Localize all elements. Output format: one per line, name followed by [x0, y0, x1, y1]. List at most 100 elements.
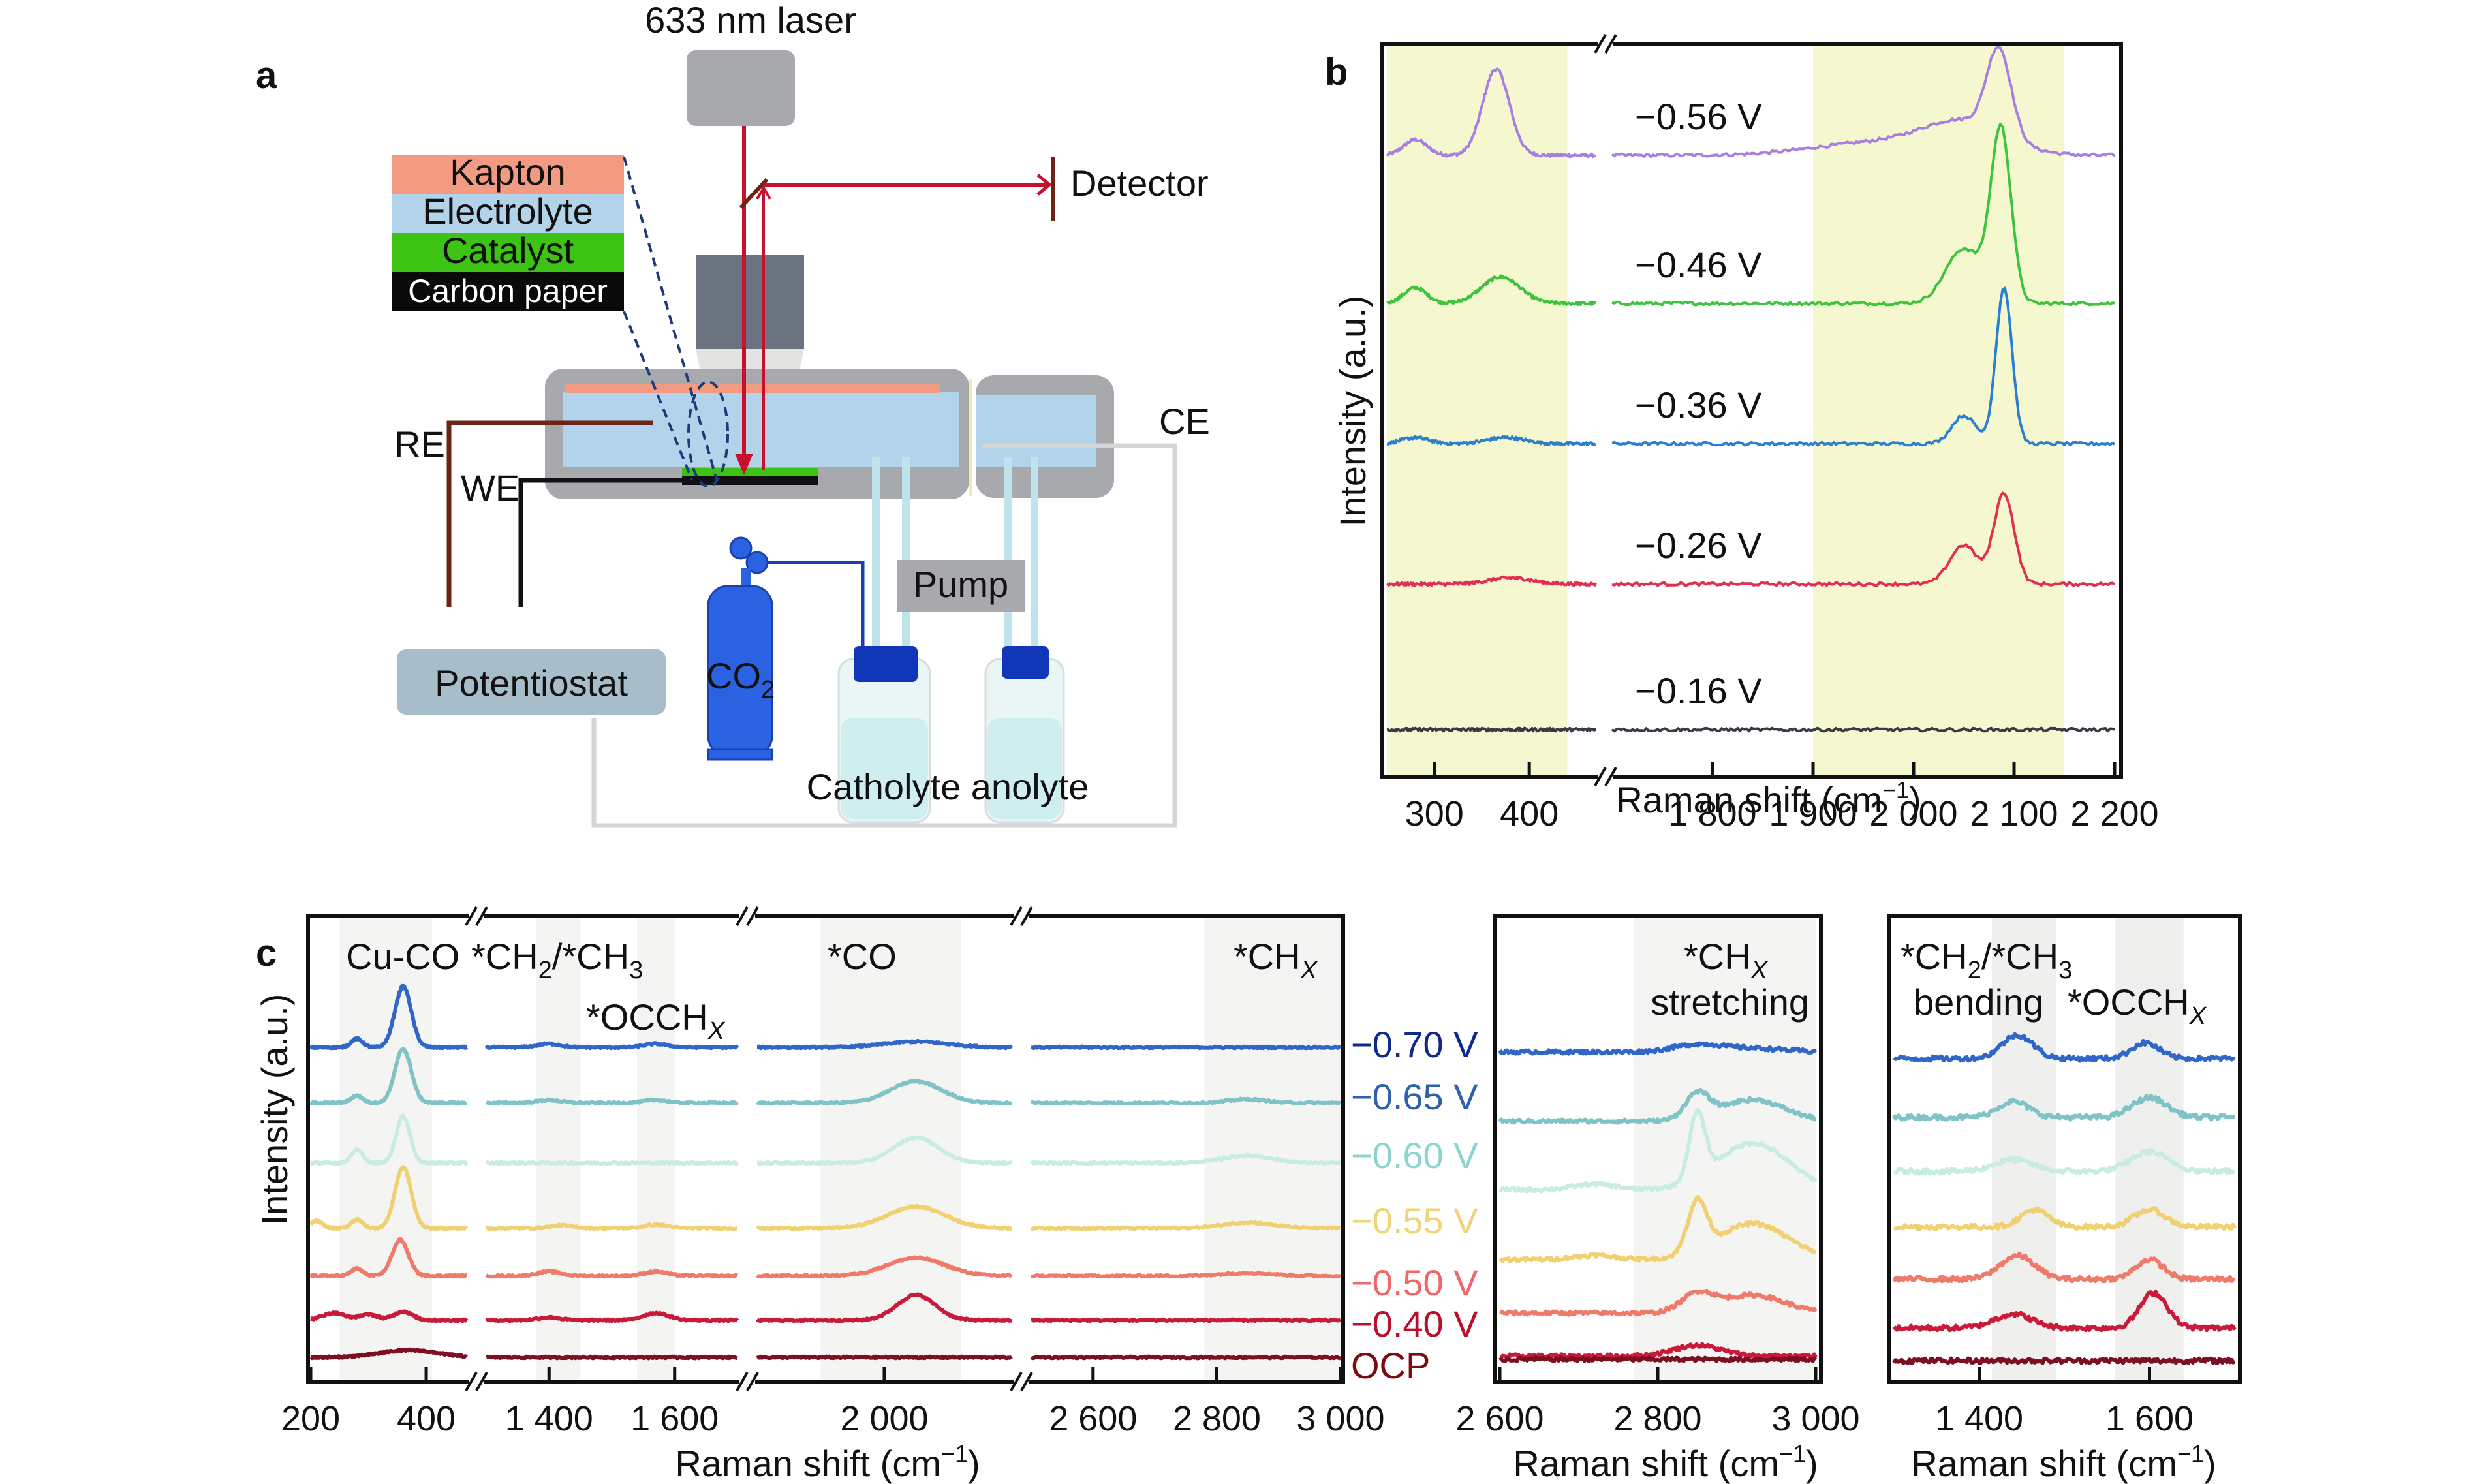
- b-plot-area: −0.56 V −0.46 V −0.36 V −0.26 V −0.16 V 300 40…: [1380, 34, 2159, 833]
- t17: Raman shift (cm: [675, 1443, 941, 1484]
- c-main-series-line: [1031, 1220, 1342, 1231]
- c-main-series-line: [756, 1292, 1013, 1323]
- c-main-axis-break-mark: [746, 1372, 759, 1391]
- b-highlight-region: [1813, 46, 2064, 775]
- cell-electrolyte: [563, 392, 959, 467]
- b-series-line: [1386, 726, 1597, 733]
- c-main-series-line: [484, 1160, 739, 1166]
- c-bend-plot-area: 1 400 1 600: [1887, 914, 2242, 1438]
- c-main-series-line: [485, 1269, 739, 1279]
- b-axis-break-mark: [1594, 34, 1607, 54]
- t16: X: [2189, 1002, 2207, 1030]
- panel-b-chart: b Intensity (a.u.) −0.56 V −0.46 V −0.36 V…: [1325, 34, 2159, 833]
- c-stretch-series-line: [1499, 1342, 1818, 1360]
- b-series-label: −0.46 V: [1635, 244, 1762, 285]
- panel-letter-c: c: [256, 932, 277, 974]
- c-main-x-tick-label: 1 400: [505, 1399, 593, 1438]
- c-main-x-tick-label: 2 000: [840, 1399, 928, 1438]
- potentiostat-box: [397, 649, 666, 715]
- cell-kapton: [565, 384, 940, 393]
- t3: /*CH: [552, 936, 629, 977]
- b-x-tick-label: 400: [1500, 794, 1559, 833]
- b-series-line: [1386, 575, 1597, 587]
- panel-letter-b: b: [1325, 51, 1348, 93]
- c-main-highlight-region: [536, 918, 581, 1380]
- c-main-series-line: [485, 1097, 739, 1106]
- annot-stretching: stretching: [1651, 982, 1809, 1023]
- c-main-series-line: [484, 1041, 739, 1051]
- b-x-tick-label: 1 900: [1769, 794, 1857, 833]
- counter-electrode-wire: [591, 443, 1177, 828]
- t7: *CH: [1234, 936, 1301, 977]
- panel-a-setup-diagram: a 633 nm laser Kapton Electrolyte Cataly…: [256, 0, 1210, 828]
- b-x-tick-label: 2 000: [1869, 794, 1957, 833]
- c-main-axis-break-mark: [1010, 1372, 1023, 1391]
- c-main-series-line: [309, 1237, 468, 1279]
- c-main-series-line: [756, 1203, 1013, 1231]
- c-main-series-line: [1031, 1317, 1342, 1323]
- t12: 2: [1968, 957, 1981, 984]
- c-main-series-line: [756, 1038, 1014, 1051]
- we-label: WE: [461, 467, 520, 508]
- c-voltage-label: OCP: [1351, 1345, 1430, 1386]
- layer-electrolyte: [392, 194, 624, 233]
- c-main-frame: [306, 914, 1345, 1384]
- c-main-series-line: [309, 1165, 468, 1231]
- c-main-axis-break-mark: [736, 1372, 749, 1391]
- annot-cu-co: Cu-CO: [346, 936, 459, 977]
- potentiostat-label: Potentiostat: [435, 662, 628, 703]
- c-stretch-series-line: [1498, 1107, 1818, 1194]
- layer-label-catalyst: Catalyst: [442, 230, 574, 271]
- catholyte-cap: [854, 646, 918, 682]
- c-main-series-line: [485, 1354, 739, 1361]
- detector-label: Detector: [1070, 162, 1209, 204]
- layer-carbon-paper: [392, 272, 624, 311]
- b-series-line: [1386, 274, 1597, 307]
- b-axis-break-mark: [1594, 767, 1607, 786]
- b-series-line: [1386, 67, 1597, 159]
- c-main-series-line: [1030, 1096, 1342, 1106]
- c-bend-series-line: [1893, 1148, 2236, 1176]
- c-bend-series-line: [1893, 1032, 2235, 1063]
- c-main-series-line: [1029, 1152, 1342, 1166]
- c-main-axis-break-mark: [1020, 906, 1033, 926]
- c-stretch-series-line: [1498, 1355, 1818, 1363]
- b-xlabel-close: ): [1909, 779, 1921, 820]
- c-main-series-line: [1031, 1044, 1341, 1051]
- c-voltage-legend: −0.70 V −0.65 V −0.60 V −0.55 V −0.50 V−0.40…: [1351, 1024, 1478, 1386]
- t2: 2: [538, 957, 552, 984]
- pump-label: Pump: [913, 564, 1008, 605]
- c-main-x-tick-label: 2 800: [1173, 1399, 1261, 1438]
- c-bend-series-line: [1892, 1093, 2235, 1122]
- layer-kapton: [392, 155, 624, 194]
- anode-electrolyte: [976, 395, 1096, 467]
- c-main-highlight-region: [339, 918, 432, 1380]
- annot-bend-occhx: *OCCHX: [2068, 982, 2207, 1030]
- zoom-callout-ellipse: [687, 380, 729, 487]
- co2-label-subscript: 2: [761, 676, 775, 703]
- layer-label-kapton: Kapton: [450, 151, 566, 193]
- c-main-highlight-region: [1204, 918, 1341, 1380]
- c-main-axis-break-mark: [465, 906, 478, 926]
- c-stretch-x-tick-label: 2 600: [1455, 1399, 1544, 1438]
- b-series-label: −0.16 V: [1635, 670, 1762, 711]
- b-axis-break-mark: [1604, 767, 1617, 786]
- c-main-highlight-region: [637, 918, 675, 1380]
- c-main-series-line: [756, 1078, 1013, 1106]
- annot-bend-ch2ch3: *CH2/*CH3: [1901, 936, 2072, 984]
- b-series-line: [1611, 45, 2116, 159]
- c-bend-highlight-region: [1992, 918, 2056, 1380]
- b-xlabel-sup: −1: [1882, 777, 1909, 803]
- zoom-callout-lines: [623, 156, 718, 480]
- c-bend-x-axis-label: Raman shift (cm−1): [1911, 1440, 2216, 1484]
- b-x-tick-label: 1 800: [1668, 794, 1756, 833]
- t10: X: [1750, 957, 1769, 984]
- b-frame: [1380, 42, 2123, 779]
- co2-label: CO2: [706, 655, 775, 703]
- ce-label: CE: [1159, 401, 1210, 442]
- t1: *CH: [471, 936, 538, 977]
- t21: −1: [1779, 1440, 1806, 1467]
- annot-chx: *CHX: [1234, 936, 1318, 984]
- c-main-series-line: [309, 983, 469, 1051]
